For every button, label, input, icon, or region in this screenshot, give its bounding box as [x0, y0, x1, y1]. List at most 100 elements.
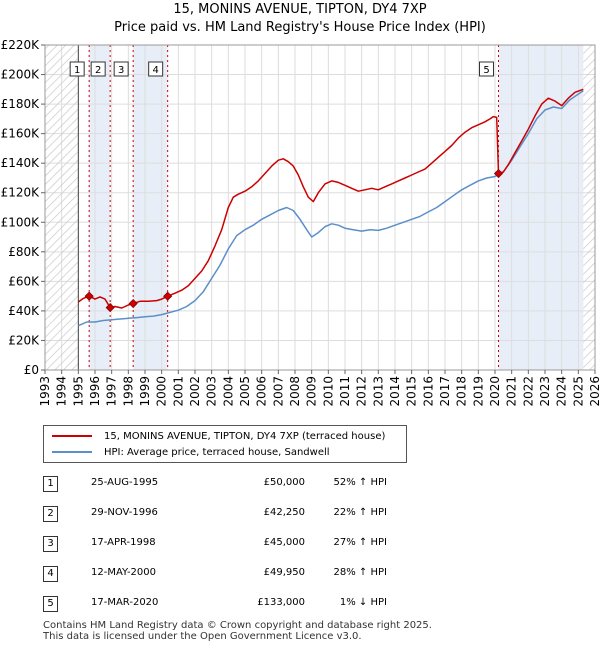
sales-table: 1 25-AUG-1995 £50,000 52% ↑ HPI 2 29-NOV… [43, 472, 387, 622]
sale-marker-4 [163, 291, 173, 301]
hatched-region [583, 45, 595, 370]
axes [44, 44, 596, 371]
row-number-badge: 5 [43, 596, 58, 612]
x-tick-label: 2007 [271, 376, 285, 407]
y-tick-label: £200K [1, 68, 41, 82]
row-date: 29-NOV-1996 [91, 507, 158, 518]
x-tick-label: 2000 [155, 376, 169, 407]
y-tick-label: £20K [8, 333, 40, 347]
x-tick-label: 2011 [338, 376, 352, 407]
x-tick-label: 2009 [305, 376, 319, 407]
x-tick-label: 2022 [521, 376, 535, 407]
y-tick-labels: £0 £20K £40K £60K £80K £100K £120K £140K £160K £1… [1, 38, 45, 377]
x-tick-label: 2026 [588, 376, 600, 407]
row-date: 17-MAR-2020 [91, 597, 159, 608]
shaded-bands [89, 45, 584, 370]
row-number-badge: 2 [43, 506, 58, 522]
sale-label-4: 4 [152, 65, 158, 76]
y-tick-label: £120K [1, 186, 41, 200]
x-tick-label: 1999 [138, 376, 152, 407]
x-tick-label: 2012 [355, 376, 369, 407]
x-tick-label: 2025 [571, 376, 585, 407]
legend-label-hpi: HPI: Average price, terraced house, Sand… [104, 446, 330, 458]
sale-label-5: 5 [483, 65, 489, 76]
sale-marker-1 [84, 291, 94, 301]
legend: 15, MONINS AVENUE, TIPTON, DY4 7XP (terr… [43, 425, 407, 463]
row-hpi-change: 1% ↓ HPI [339, 597, 387, 608]
row-price: £50,000 [263, 477, 305, 488]
hpi-series-line [77, 90, 584, 327]
table-row: 5 17-MAR-2020 £133,000 1% ↓ HPI [43, 592, 387, 622]
sale-label-box-5 [479, 61, 494, 77]
row-number-badge: 3 [43, 536, 58, 552]
sale-marker-5 [493, 168, 504, 179]
y-tick-label: £140K [1, 156, 41, 170]
x-tick-label: 2018 [455, 376, 469, 407]
row-hpi-change: 52% ↑ HPI [333, 477, 387, 488]
x-tick-label: 1997 [105, 376, 119, 407]
row-price: £45,000 [263, 537, 305, 548]
table-row: 3 17-APR-1998 £45,000 27% ↑ HPI [43, 532, 387, 562]
sale-label-1: 1 [74, 65, 80, 76]
shaded-band [89, 45, 111, 370]
sale-markers [84, 168, 504, 313]
y-tick-label: £180K [1, 97, 41, 111]
legend-item-property: 15, MONINS AVENUE, TIPTON, DY4 7XP (terr… [52, 428, 385, 444]
row-date: 17-APR-1998 [91, 537, 156, 548]
sale-marker-2 [105, 303, 115, 313]
hatched-regions [45, 45, 595, 370]
table-row: 4 12-MAY-2000 £49,950 28% ↑ HPI [43, 562, 387, 592]
x-tick-label: 2023 [538, 376, 552, 407]
sale-marker-3 [128, 298, 138, 309]
legend-swatch-property [52, 435, 92, 437]
row-hpi-change: 22% ↑ HPI [333, 507, 387, 518]
chart-title-line2: Price paid vs. HM Land Registry's House … [114, 20, 486, 35]
legend-swatch-hpi [52, 451, 92, 453]
y-tick-label: £80K [8, 245, 40, 259]
sale-label-2: 2 [95, 65, 101, 76]
x-tick-label: 2015 [405, 376, 419, 407]
x-tick-labels: 1993 1994 1995 1996 1997 1998 1999 2000 2001 2002… [38, 370, 600, 407]
x-tick-label: 2024 [555, 376, 569, 407]
hatched-region [45, 45, 79, 370]
sale-label-box-2 [90, 61, 106, 77]
x-tick-label: 2016 [421, 376, 435, 407]
series-lines [77, 88, 584, 327]
x-tick-label: 2005 [238, 376, 252, 407]
x-tick-label: 2003 [205, 376, 219, 407]
x-tick-label: 2002 [188, 376, 202, 407]
y-tick-label: £160K [1, 127, 41, 141]
row-price: £133,000 [257, 597, 305, 608]
x-tick-label: 2019 [471, 376, 485, 407]
row-number-badge: 1 [43, 476, 58, 492]
row-price: £49,950 [263, 567, 305, 578]
y-tick-label: £60K [8, 274, 40, 288]
row-date: 25-AUG-1995 [91, 477, 159, 488]
x-tick-label: 2013 [371, 376, 385, 407]
legend-label-property: 15, MONINS AVENUE, TIPTON, DY4 7XP (terr… [104, 430, 386, 442]
x-tick-label: 2006 [255, 376, 269, 407]
footer-attribution: Contains HM Land Registry data © Crown c… [43, 620, 432, 642]
x-tick-label: 2001 [171, 376, 185, 407]
table-row: 2 29-NOV-1996 £42,250 22% ↑ HPI [43, 502, 387, 532]
x-tick-label: 2010 [321, 376, 335, 407]
x-tick-label: 1998 [121, 376, 135, 407]
plot-frame [44, 44, 596, 371]
x-tick-label: 2020 [488, 376, 502, 407]
y-tick-label: £100K [1, 215, 41, 229]
legend-item-hpi: HPI: Average price, terraced house, Sand… [52, 444, 330, 460]
row-number-badge: 4 [43, 566, 58, 582]
table-row: 1 25-AUG-1995 £50,000 52% ↑ HPI [43, 472, 387, 502]
y-tick-label: £0 [24, 363, 39, 377]
row-date: 12-MAY-2000 [91, 567, 157, 578]
row-price: £42,250 [263, 507, 305, 518]
sale-label-box-4 [148, 61, 164, 77]
row-hpi-change: 28% ↑ HPI [333, 567, 387, 578]
property-price-line [77, 88, 584, 309]
x-tick-label: 2021 [505, 376, 519, 407]
y-tick-label: £220K [1, 38, 41, 52]
sale-labels: 1 2 3 4 5 [69, 61, 494, 77]
x-tick-label: 2004 [221, 376, 235, 407]
sale-vlines [88, 45, 499, 370]
